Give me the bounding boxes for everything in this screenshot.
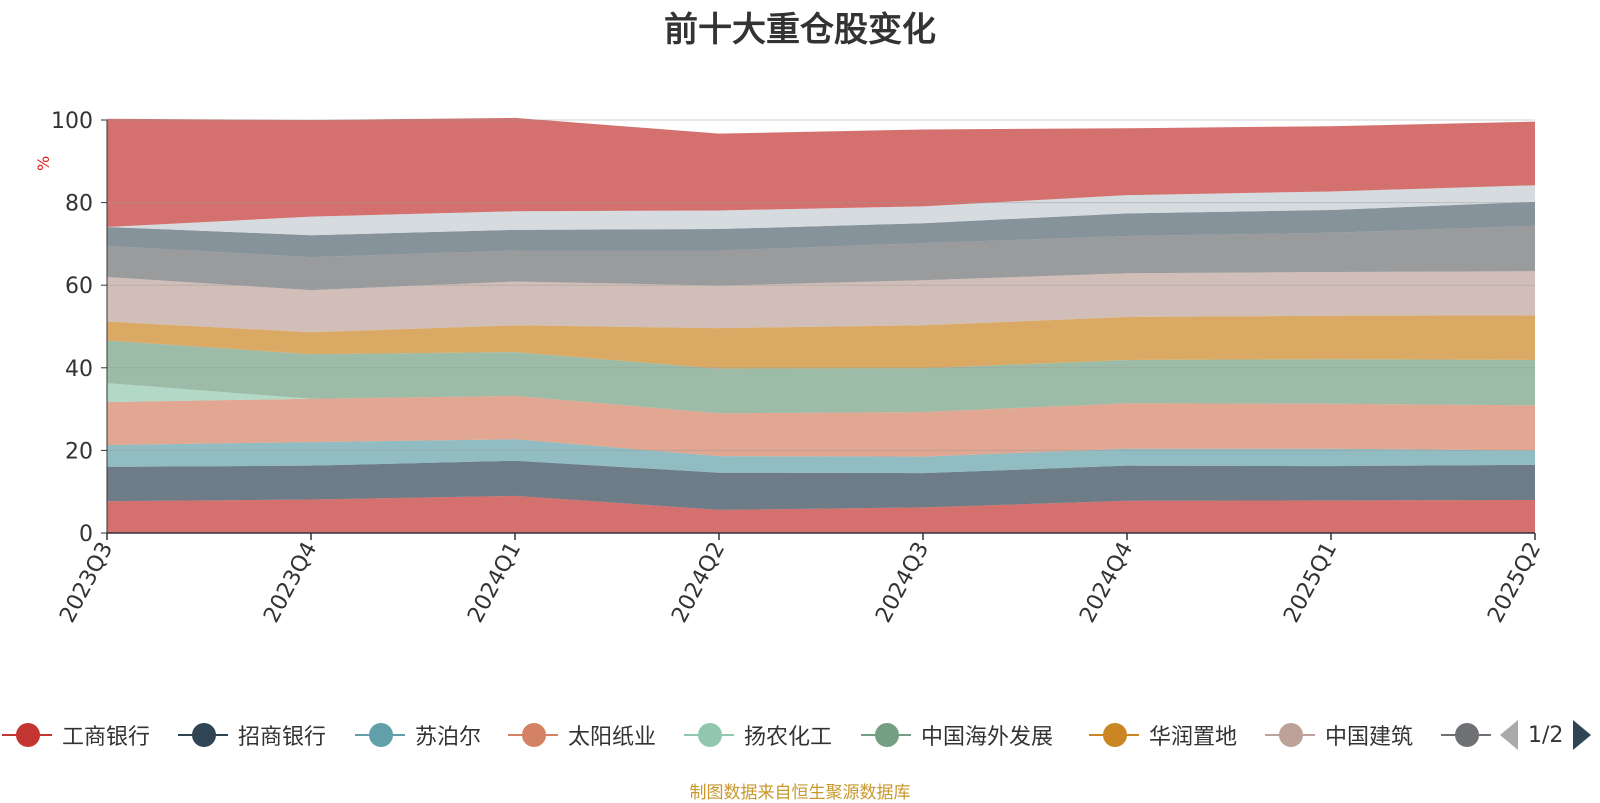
y-tick-label-60: 60 <box>65 274 93 299</box>
x-tick-label-2024Q2: 2024Q2 <box>667 538 730 627</box>
area-series-10 <box>107 201 1535 258</box>
legend-prev-arrow-icon[interactable] <box>1500 720 1518 750</box>
legend-item-6[interactable]: 中国海外发展 <box>861 718 1053 752</box>
legend-marker-icon <box>684 723 734 747</box>
legend-pager: 1/2 <box>1500 718 1592 752</box>
x-tick-label-2024Q3: 2024Q3 <box>871 538 934 627</box>
legend-dot-icon <box>192 723 216 747</box>
x-tick-label-2025Q2: 2025Q2 <box>1483 538 1546 627</box>
y-tick-label-100: 100 <box>51 109 93 134</box>
y-tick-label-0: 0 <box>79 522 93 547</box>
legend-item-5[interactable]: 扬农化工 <box>684 718 832 752</box>
area-series-2 <box>107 460 1535 510</box>
x-tick-label-2025Q1: 2025Q1 <box>1279 538 1342 627</box>
legend-marker-icon <box>861 723 911 747</box>
legend-item-8[interactable]: 中国建筑 <box>1265 718 1413 752</box>
legend-dot-icon <box>875 723 899 747</box>
legend-dot-icon <box>1279 723 1303 747</box>
legend-label: 招商银行 <box>238 725 327 750</box>
legend-label: 太阳纸业 <box>568 725 657 750</box>
legend-label: 扬农化工 <box>744 725 833 750</box>
legend-marker-icon <box>1265 723 1315 747</box>
area-series-8 <box>107 271 1535 333</box>
x-tick-label-2024Q1: 2024Q1 <box>463 538 526 627</box>
legend-label: 中国海外发展 <box>921 725 1054 750</box>
legend-dot-icon <box>698 723 722 747</box>
legend-dot-icon <box>522 723 546 747</box>
legend-item-9[interactable] <box>1441 718 1491 752</box>
legend-marker-icon <box>2 723 52 747</box>
area-series-7 <box>107 315 1535 369</box>
legend-dot-icon <box>16 723 40 747</box>
stacked-area-chart: 0 20 40 60 80 100% 2023Q3 2023Q4 2024Q1 2024Q2 202… <box>34 109 1546 627</box>
legend-item-2[interactable]: 招商银行 <box>178 718 326 752</box>
legend-dot-icon <box>1455 723 1479 747</box>
legend-dot-icon <box>1103 723 1127 747</box>
area-series-3 <box>107 439 1535 474</box>
y-axis-unit: % <box>34 156 53 171</box>
legend-label: 华润置地 <box>1149 725 1238 750</box>
y-tick-label-20: 20 <box>65 439 93 464</box>
legend-page-indicator: 1/2 <box>1528 722 1564 748</box>
x-tick-label-2024Q4: 2024Q4 <box>1075 538 1138 627</box>
area-series-6 <box>107 340 1535 414</box>
y-tick-label-80: 80 <box>65 192 93 217</box>
area-series-11 <box>107 185 1535 236</box>
area-series-1 <box>107 495 1535 533</box>
legend-label: 中国建筑 <box>1325 725 1414 750</box>
legend-dot-icon <box>369 723 393 747</box>
legend: 工商银行 招商银行 苏泊尔 太阳纸业 扬农化工 中国海外发展 华润置地 中国建筑 <box>0 718 1600 752</box>
source-note: 制图数据来自恒生聚源数据库 <box>689 783 911 803</box>
area-series-12 <box>107 117 1535 227</box>
legend-marker-icon <box>1089 723 1139 747</box>
x-tick-label-2023Q3: 2023Q3 <box>55 538 118 627</box>
legend-label: 苏泊尔 <box>415 725 482 750</box>
legend-item-3[interactable]: 苏泊尔 <box>355 718 481 752</box>
y-tick-label-40: 40 <box>65 357 93 382</box>
legend-item-1[interactable]: 工商银行 <box>2 718 150 752</box>
x-tick-label-2023Q4: 2023Q4 <box>259 538 322 627</box>
legend-next-arrow-icon[interactable] <box>1573 720 1592 750</box>
chart-title: 前十大重仓股变化 <box>664 10 936 50</box>
legend-marker-icon <box>178 723 228 747</box>
legend-marker-icon <box>1441 723 1491 747</box>
legend-item-4[interactable]: 太阳纸业 <box>508 718 656 752</box>
legend-label: 工商银行 <box>62 725 151 750</box>
legend-marker-icon <box>355 723 405 747</box>
area-series-4 <box>107 395 1535 457</box>
legend-marker-icon <box>508 723 558 747</box>
legend-item-7[interactable]: 华润置地 <box>1089 718 1237 752</box>
area-series-9 <box>107 225 1535 291</box>
